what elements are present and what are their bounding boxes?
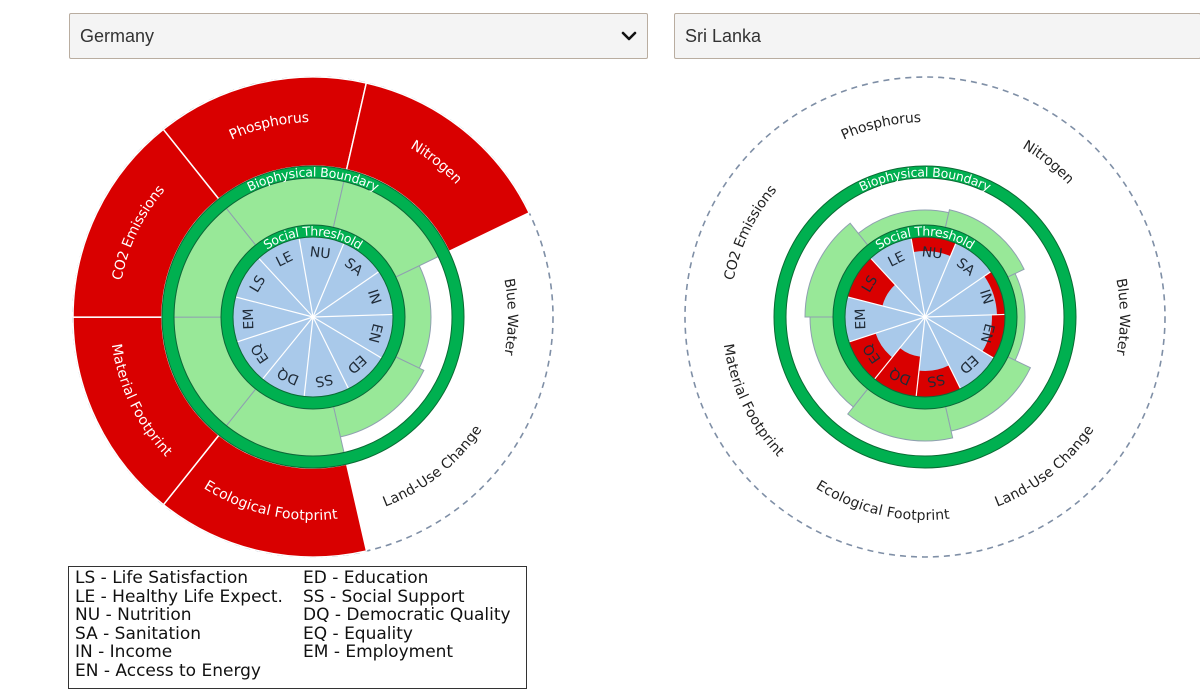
social-label-le: LE [274,249,296,271]
social-spoke [312,313,393,318]
social-threshold-edge [844,236,1006,398]
social-spoke [312,271,380,318]
social-spoke [298,238,314,318]
legend-column-2: ED - Education SS - Social Support DQ - … [303,569,511,662]
legend-item: EQ - Equality [303,623,413,644]
social-spoke [312,242,345,318]
legend-item: LE - Healthy Life Expect. [75,586,283,607]
social-label-in: IN [364,288,384,307]
biophysical-boundary-ring [774,166,1076,468]
social-spoke [924,271,992,318]
biophysical-label-nitrogen: Nitrogen [1020,138,1077,188]
legend-item: LS - Life Satisfaction [75,568,249,588]
shortfall-wedge-dq [874,348,921,397]
social-label-ls: LS [247,273,269,296]
social-spoke [924,242,957,318]
biophysical-label-blue-water: Blue Water [500,277,520,357]
country-select-right[interactable]: Sri Lanka [674,13,1200,59]
social-label-en: EN [365,322,385,345]
shortfall-wedge-ls [847,258,896,306]
social-label-dq: DQ [887,364,913,387]
social-spoke [303,316,314,397]
legend-item: NU - Nutrition [75,605,192,626]
social-label-ss: SS [314,371,334,390]
social-spoke [258,257,314,318]
social-spoke [262,316,314,380]
social-label-in: IN [976,288,996,307]
biophysical-boundary-edge [173,177,453,457]
social-label-nu: NU [921,244,943,262]
social-label-ls: LS [859,273,881,296]
biophysical-label-ecological-footprint: Ecological Footprint [813,478,951,524]
shortfall-wedge-in [984,271,1005,315]
social-spoke [924,313,1005,318]
social-threshold-ring [833,225,1017,409]
social-spoke [924,316,962,389]
social-threshold-edge [232,236,394,398]
abbreviation-legend: LS - Life Satisfaction LE - Healthy Life… [68,566,527,689]
biophysical-boundary-label: Biophysical Boundary [857,164,994,194]
country-select-right-value: Sri Lanka [685,25,762,46]
social-spoke [312,316,350,389]
biophysical-boundary-ring [162,166,464,468]
shortfall-wedge-en [982,314,1005,359]
legend-item: EM - Employment [303,642,454,663]
social-threshold-ring [221,225,405,409]
social-label-em: EM [241,308,258,329]
biophysical-boundary-edge [773,165,1077,469]
chevron-down-icon [621,31,637,41]
social-spoke [848,316,926,343]
legend-item: ED - Education [303,568,429,588]
outer-ceiling-circle [684,76,1166,558]
social-spoke [236,316,314,343]
biophysical-label-phosphorus: Phosphorus [839,110,921,143]
biophysical-label-material-footprint: Material Footprint [720,343,787,461]
social-spoke [312,316,382,359]
social-spoke [924,316,994,359]
legend-item: SS - Social Support [303,586,465,607]
social-threshold-edge [832,224,1018,410]
legend-item: DQ - Democratic Quality [303,605,511,626]
biophysical-boundary-edge [161,165,465,469]
legend-item: IN - Income [75,642,173,663]
social-spoke [874,316,926,380]
legend-item: SA - Sanitation [75,623,202,644]
legend-column-1: LS - Life Satisfaction LE - Healthy Life… [75,569,283,681]
social-label-en: EN [977,322,997,345]
biophysical-label-co2-emissions: CO2 Emissions [722,182,781,281]
legend-item: EN - Access to Energy [75,660,261,681]
social-label-em: EM [853,308,870,329]
country-select-left[interactable]: Germany [69,13,648,59]
social-spoke [847,296,926,318]
social-spoke [910,238,926,318]
social-spoke [915,316,926,397]
shortfall-wedge-eq [848,333,893,380]
country-select-left-value: Germany [80,25,155,46]
social-threshold-edge [220,224,406,410]
social-label-nu: NU [309,244,331,262]
social-label-le: LE [886,249,908,271]
social-spoke [870,257,926,318]
shortfall-wedge-ss [916,365,961,397]
social-spoke [235,296,314,318]
biophysical-boundary-edge [785,177,1065,457]
social-label-dq: DQ [275,364,301,387]
social-label-ss: SS [926,371,946,390]
shortfall-wedge-nu [911,237,956,257]
biophysical-label-blue-water: Blue Water [1112,277,1132,357]
